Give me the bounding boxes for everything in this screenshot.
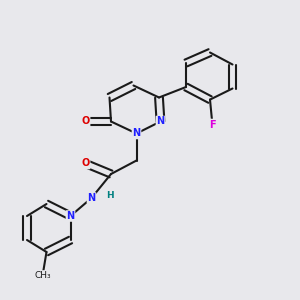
Text: N: N (132, 128, 141, 139)
Text: CH₃: CH₃ (34, 271, 51, 280)
Text: N: N (156, 116, 165, 127)
Text: N: N (87, 193, 96, 203)
Text: H: H (106, 191, 113, 200)
Text: O: O (81, 158, 90, 169)
Text: N: N (66, 211, 75, 221)
Text: F: F (209, 119, 216, 130)
Text: O: O (81, 116, 90, 127)
